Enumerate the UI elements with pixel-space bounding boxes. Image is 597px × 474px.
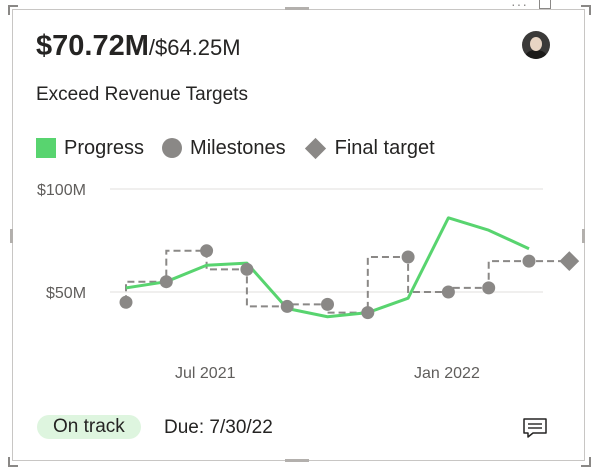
milestone-point <box>401 250 415 264</box>
milestone-point <box>522 254 536 268</box>
comment-icon[interactable] <box>523 418 547 438</box>
legend-progress-label: Progress <box>64 136 145 159</box>
kpi-value: $70.72M/$64.25M <box>36 30 241 63</box>
milestone-point <box>482 281 496 295</box>
milestone-point <box>240 262 254 276</box>
goal-title: Exceed Revenue Targets <box>36 84 248 105</box>
more-options-icon[interactable]: ··· <box>511 0 528 12</box>
milestone-point <box>280 299 294 313</box>
avatar-face <box>530 37 542 51</box>
legend-final-target-label: Final target <box>334 136 435 159</box>
due-date: Due: 7/30/22 <box>164 417 273 438</box>
legend-milestones[interactable]: Milestones <box>162 137 286 160</box>
kpi-card[interactable] <box>12 9 585 461</box>
current-value: $70.72M <box>36 30 149 62</box>
legend-progress[interactable]: Progress <box>36 137 144 160</box>
milestone-point <box>200 244 214 258</box>
milestone-point <box>321 297 334 311</box>
target-value: /$64.25M <box>148 35 241 60</box>
status-badge[interactable]: On track <box>37 415 141 439</box>
resize-handle-bottom-left[interactable] <box>8 457 18 467</box>
progress-swatch <box>36 138 56 158</box>
milestone-step-line <box>125 249 570 314</box>
resize-handle-top[interactable] <box>285 7 309 10</box>
focus-mode-icon[interactable] <box>539 0 551 9</box>
resize-handle-bottom-right[interactable] <box>581 457 591 467</box>
legend-milestones-label: Milestones <box>190 136 286 159</box>
legend-final-target[interactable]: Final target <box>304 137 435 160</box>
y-tick-label: $100M <box>37 182 86 199</box>
final-target-point <box>559 251 580 271</box>
resize-handle-left[interactable] <box>10 229 13 243</box>
milestone-swatch <box>162 138 183 158</box>
resize-handle-bottom[interactable] <box>285 459 309 462</box>
milestone-point <box>361 306 375 320</box>
avatar-body <box>525 50 547 59</box>
x-tick-label: Jul 2021 <box>175 365 236 382</box>
milestone-point <box>119 295 133 309</box>
avatar[interactable] <box>522 31 550 59</box>
y-tick-label: $50M <box>46 285 86 302</box>
milestone-point <box>441 285 455 299</box>
resize-handle-right[interactable] <box>582 229 585 243</box>
chart-legend: Progress Milestones Final target <box>36 135 453 161</box>
resize-handle-top-left[interactable] <box>8 5 18 15</box>
resize-handle-top-right[interactable] <box>581 5 591 15</box>
milestone-point <box>159 275 173 289</box>
progress-line <box>125 216 530 319</box>
x-tick-label: Jan 2022 <box>414 365 480 382</box>
